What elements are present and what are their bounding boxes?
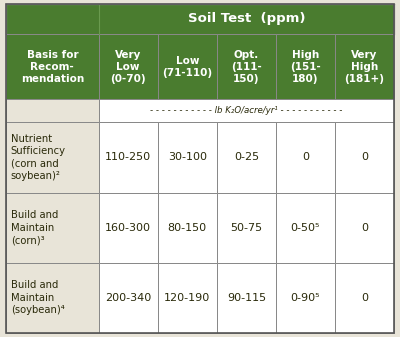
Bar	[276, 122, 335, 192]
Text: 110-250: 110-250	[105, 152, 151, 162]
Bar	[335, 192, 394, 263]
Text: 0-50⁵: 0-50⁵	[291, 223, 320, 233]
Bar	[217, 34, 276, 99]
Bar	[276, 192, 335, 263]
Text: Low
(71-110): Low (71-110)	[162, 56, 212, 78]
Text: Basis for
Recom-
mendation: Basis for Recom- mendation	[21, 50, 84, 84]
Bar	[335, 34, 394, 99]
Bar	[99, 263, 158, 333]
Text: 0-25: 0-25	[234, 152, 259, 162]
Bar	[158, 192, 217, 263]
Text: - - - - - - - - - - - lb K₂O/acre/yr¹ - - - - - - - - - - -: - - - - - - - - - - - lb K₂O/acre/yr¹ - …	[150, 106, 342, 115]
Bar	[335, 263, 394, 333]
Bar	[158, 34, 217, 99]
Text: Very
High
(181+): Very High (181+)	[344, 50, 384, 84]
Text: 200-340: 200-340	[105, 293, 151, 303]
Text: 50-75: 50-75	[230, 223, 262, 233]
Bar	[6, 263, 99, 333]
Text: 90-115: 90-115	[227, 293, 266, 303]
Bar	[99, 34, 158, 99]
Text: 0: 0	[361, 223, 368, 233]
Text: 0: 0	[361, 152, 368, 162]
Bar	[217, 192, 276, 263]
Bar	[6, 34, 99, 99]
Text: 80-150: 80-150	[168, 223, 207, 233]
Bar	[217, 263, 276, 333]
Bar	[6, 122, 99, 192]
Text: 160-300: 160-300	[105, 223, 151, 233]
Bar	[99, 192, 158, 263]
Bar	[6, 4, 99, 34]
Bar	[99, 4, 394, 34]
Bar	[99, 122, 158, 192]
Text: 120-190: 120-190	[164, 293, 210, 303]
Bar	[6, 99, 99, 122]
Bar	[217, 122, 276, 192]
Text: 30-100: 30-100	[168, 152, 207, 162]
Text: Build and
Maintain
(soybean)⁴: Build and Maintain (soybean)⁴	[11, 280, 64, 315]
Bar	[158, 263, 217, 333]
Bar	[276, 263, 335, 333]
Text: Build and
Maintain
(corn)³: Build and Maintain (corn)³	[11, 210, 58, 245]
Bar	[99, 99, 394, 122]
Bar	[158, 122, 217, 192]
Bar	[335, 122, 394, 192]
Bar	[6, 192, 99, 263]
Text: Opt.
(111-
150): Opt. (111- 150)	[231, 50, 262, 84]
Text: High
(151-
180): High (151- 180)	[290, 50, 321, 84]
Text: Very
Low
(0-70): Very Low (0-70)	[110, 50, 146, 84]
Bar	[276, 34, 335, 99]
Text: Nutrient
Sufficiency
(corn and
soybean)²: Nutrient Sufficiency (corn and soybean)²	[11, 134, 66, 181]
Text: 0: 0	[361, 293, 368, 303]
Text: 0-90⁵: 0-90⁵	[291, 293, 320, 303]
Text: Soil Test  (ppm): Soil Test (ppm)	[188, 12, 305, 25]
Text: 0: 0	[302, 152, 309, 162]
